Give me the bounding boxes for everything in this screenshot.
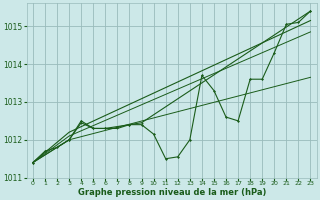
X-axis label: Graphe pression niveau de la mer (hPa): Graphe pression niveau de la mer (hPa) bbox=[77, 188, 266, 197]
